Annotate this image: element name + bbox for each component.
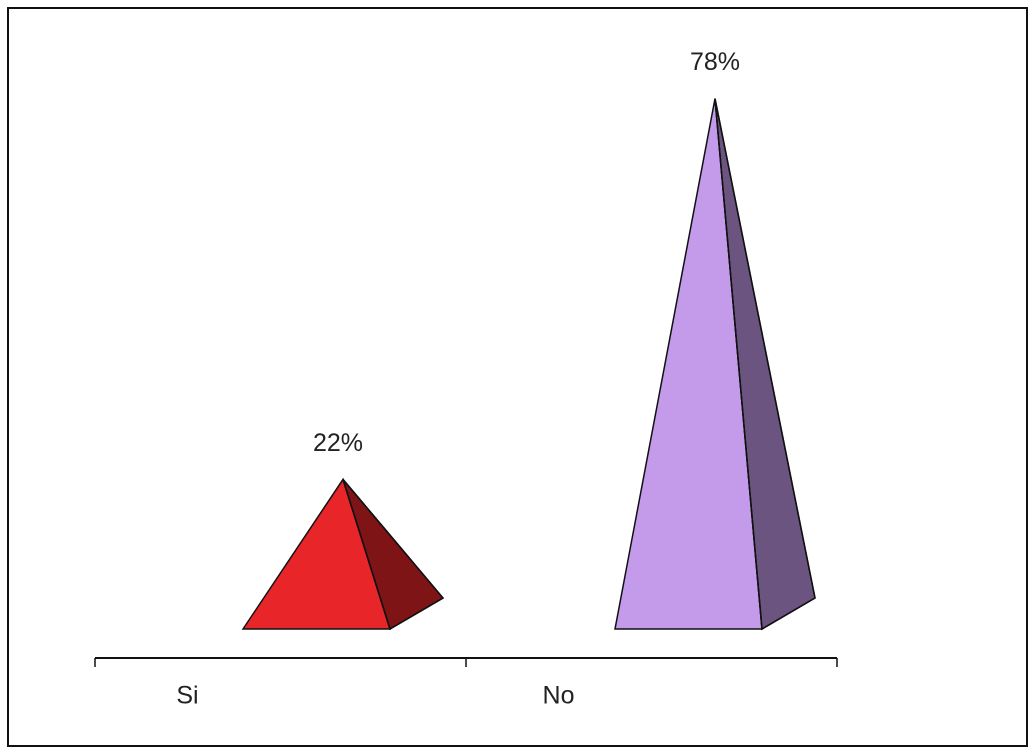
- data-label: 78%: [690, 48, 740, 76]
- pyramid: [241, 477, 445, 631]
- x-tick-label: No: [543, 682, 575, 710]
- pyramid: [614, 98, 816, 631]
- x-tick-label: Si: [176, 682, 198, 710]
- pyramid-shade: [714, 98, 816, 631]
- data-label: 22%: [313, 429, 363, 457]
- pyramid-shade: [342, 478, 445, 631]
- chart-frame: [7, 7, 1028, 747]
